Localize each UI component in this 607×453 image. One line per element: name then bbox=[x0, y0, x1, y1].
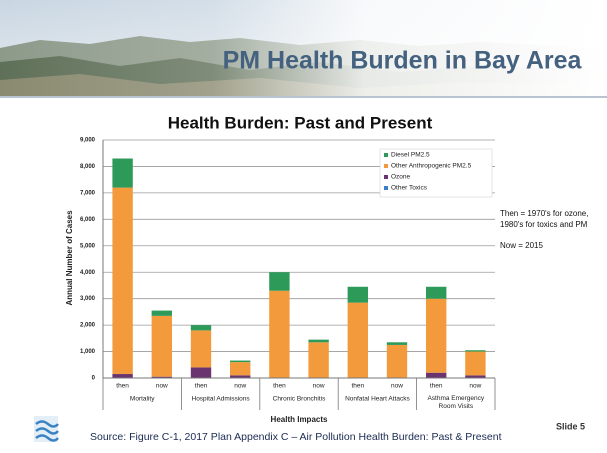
group-label: Chronic Bronchitis bbox=[273, 396, 326, 403]
legend-swatch bbox=[384, 164, 388, 168]
bar-segment bbox=[387, 342, 407, 345]
bar-segment bbox=[269, 272, 289, 291]
bar-segment bbox=[308, 340, 328, 343]
group-label: Mortality bbox=[130, 396, 155, 403]
y-tick-label: 8,000 bbox=[80, 164, 96, 170]
x-tick-label: now bbox=[313, 383, 325, 390]
bar-segment bbox=[348, 303, 368, 378]
x-tick-label: now bbox=[234, 383, 246, 390]
y-tick-label: 0 bbox=[92, 376, 96, 382]
slide-number: Slide 5 bbox=[556, 421, 585, 431]
bar-segment bbox=[465, 350, 485, 351]
x-tick-label: then bbox=[351, 383, 364, 390]
bar-segment bbox=[112, 374, 132, 378]
chart-title: Health Burden: Past and Present bbox=[168, 113, 433, 132]
legend-label: Ozone bbox=[391, 174, 411, 181]
y-axis-label: Annual Number of Cases bbox=[65, 210, 74, 306]
y-tick-label: 6,000 bbox=[80, 217, 96, 223]
legend-swatch bbox=[384, 153, 388, 157]
bar-segment bbox=[191, 325, 211, 330]
bar-segment bbox=[387, 345, 407, 378]
bar-segment bbox=[269, 291, 289, 378]
y-tick-label: 4,000 bbox=[80, 270, 96, 276]
note: Then = 1970's for ozone, 1980's for toxi… bbox=[500, 208, 605, 230]
y-tick-label: 1,000 bbox=[80, 349, 96, 355]
legend-label: Diesel PM2.5 bbox=[391, 152, 430, 159]
slide-title: PM Health Burden in Bay Area bbox=[223, 47, 583, 75]
bar-segment bbox=[426, 287, 446, 299]
x-tick-label: now bbox=[156, 383, 168, 390]
y-tick-label: 7,000 bbox=[80, 190, 96, 196]
bar-segment bbox=[230, 362, 250, 375]
bar-segment bbox=[426, 373, 446, 378]
bar-segment bbox=[191, 330, 211, 367]
bar-segment bbox=[191, 367, 211, 378]
x-tick-label: now bbox=[469, 383, 481, 390]
x-tick-label: now bbox=[391, 383, 403, 390]
x-tick-label: then bbox=[116, 383, 129, 390]
bar-segment bbox=[426, 299, 446, 373]
x-tick-label: then bbox=[195, 383, 208, 390]
y-tick-label: 2,000 bbox=[80, 323, 96, 329]
bar-segment bbox=[308, 342, 328, 378]
logo bbox=[34, 416, 58, 442]
bar-segment bbox=[112, 159, 132, 188]
slide: PM Health Burden in Bay Area Health Burd… bbox=[0, 0, 607, 453]
note: Now = 2015 bbox=[500, 240, 605, 251]
x-axis-label: Health Impacts bbox=[271, 415, 328, 424]
legend-label: Other Toxics bbox=[391, 185, 428, 192]
group-label: Nonfatal Heart Attacks bbox=[345, 396, 410, 403]
bar-segment bbox=[230, 361, 250, 363]
bar-segment bbox=[348, 287, 368, 303]
x-tick-label: then bbox=[273, 383, 286, 390]
group-label: Hospital Admissions bbox=[192, 396, 251, 403]
legend-swatch bbox=[384, 186, 388, 190]
y-tick-label: 9,000 bbox=[80, 138, 96, 144]
legend-swatch bbox=[384, 175, 388, 179]
legend-label: Other Anthropogenic PM2.5 bbox=[391, 163, 472, 170]
bar-segment bbox=[152, 316, 172, 377]
source: Source: Figure C-1, 2017 Plan Appendix C… bbox=[90, 431, 502, 443]
x-tick-label: then bbox=[430, 383, 443, 390]
y-tick-label: 3,000 bbox=[80, 296, 96, 302]
bar-segment bbox=[465, 352, 485, 376]
y-tick-label: 5,000 bbox=[80, 243, 96, 249]
bar-segment bbox=[152, 311, 172, 316]
bar-segment bbox=[112, 188, 132, 374]
